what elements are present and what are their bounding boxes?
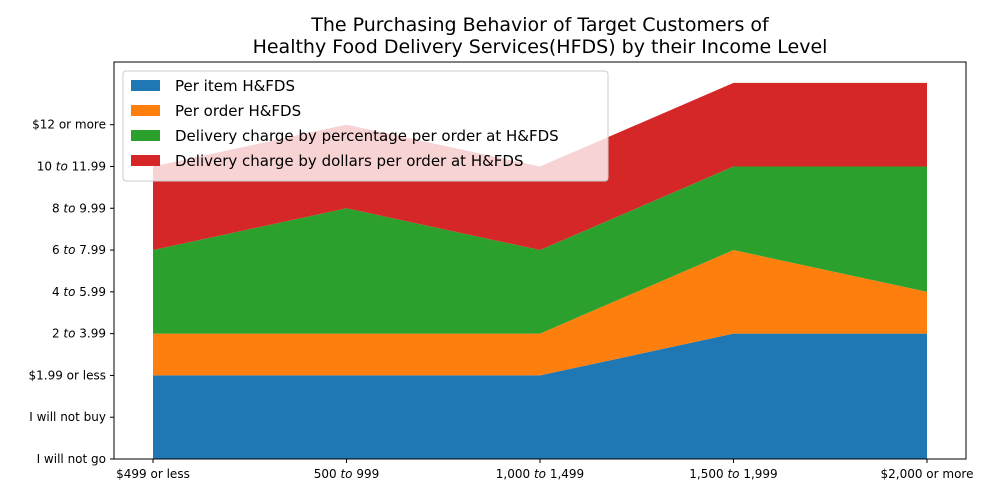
legend-label: Delivery charge by percentage per order …	[175, 127, 559, 145]
legend-swatch	[131, 105, 160, 116]
y-tick-label: 2 to 3.99	[52, 327, 106, 341]
legend-label: Per item H&FDS	[175, 77, 295, 95]
y-tick-label: $12 or more	[32, 118, 106, 132]
y-tick-label: I will not buy	[29, 410, 106, 424]
legend-swatch	[131, 130, 160, 141]
legend-label: Delivery charge by dollars per order at …	[175, 152, 524, 170]
x-tick-label: $2,000 or more	[881, 467, 974, 481]
legend-swatch	[131, 80, 160, 91]
y-tick-label: 4 to 5.99	[52, 285, 106, 299]
legend: Per item H&FDS Per order H&FDS Delivery ch…	[122, 70, 609, 182]
chart-title-line-2: Healthy Food Delivery Services(HFDS) by …	[253, 36, 828, 58]
y-tick-label: 10 to 11.99	[37, 159, 106, 173]
y-tick-label: 6 to 7.99	[52, 243, 106, 257]
area-series-2	[153, 250, 927, 376]
axes-group: $499 or less 500 to 999 1,000 to 1,499 1,50…	[29, 61, 974, 481]
x-tick-label: 500 to 999	[314, 467, 379, 481]
legend-label: Per order H&FDS	[175, 102, 301, 120]
area-series-1	[153, 333, 927, 459]
legend-swatch	[131, 155, 160, 166]
chart-title: The Purchasing Behavior of Target Custom…	[253, 14, 828, 58]
chart-title-line-1: The Purchasing Behavior of Target Custom…	[310, 14, 770, 36]
y-tick-label: I will not go	[37, 452, 106, 466]
x-tick-label: 1,500 to 1,999	[689, 467, 777, 481]
y-tick-label: 8 to 9.99	[52, 201, 106, 215]
y-tick-label: $1.99 or less	[29, 368, 106, 382]
legend-box	[122, 70, 609, 182]
x-tick-label: $499 or less	[116, 467, 190, 481]
x-tick-label: 1,000 to 1,499	[496, 467, 584, 481]
